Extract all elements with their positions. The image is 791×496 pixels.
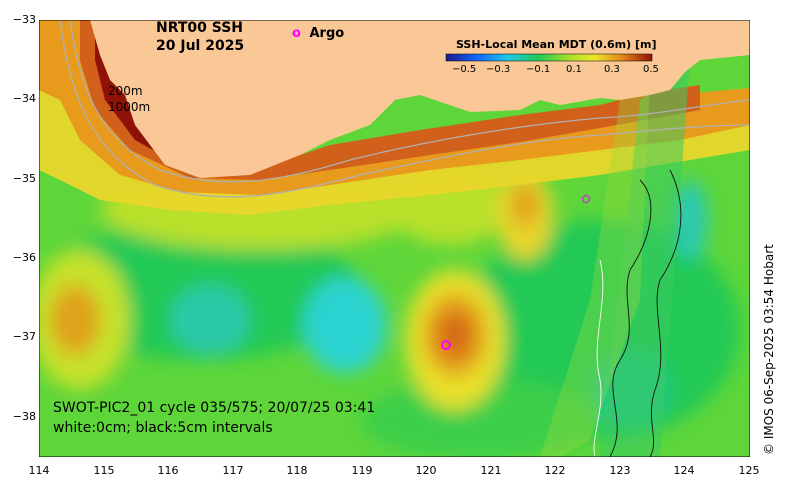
isobath-label-200m: 200m	[108, 84, 143, 98]
map-title-line1: NRT00 SSH	[156, 20, 244, 36]
y-tick-label: −37	[12, 330, 36, 343]
colorbar-tick: 0.1	[566, 64, 582, 75]
x-tick-label: 114	[28, 464, 50, 477]
map-title-line2: 20 Jul 2025	[156, 38, 245, 54]
colorbar-title: SSH-Local Mean MDT (0.6m) [m]	[456, 38, 657, 51]
y-tick-label: −33	[12, 13, 36, 26]
x-tick-label: 124	[673, 464, 695, 477]
argo-legend: o Argo	[292, 26, 344, 41]
argo-float-marker[interactable]	[441, 340, 451, 350]
ssh-field	[39, 20, 750, 457]
x-tick-label: 118	[286, 464, 308, 477]
x-tick-label: 122	[544, 464, 566, 477]
argo-float-marker[interactable]	[581, 194, 591, 204]
colorbar-tick: 0.5	[643, 64, 659, 75]
x-tick-label: 120	[415, 464, 437, 477]
x-tick-label: 119	[351, 464, 373, 477]
colorbar-tick: −0.1	[526, 64, 551, 75]
x-tick-label: 117	[222, 464, 244, 477]
isobath-label-1000m: 1000m	[108, 100, 151, 114]
swot-info-line1: SWOT-PIC2_01 cycle 035/575; 20/07/25 03:…	[53, 400, 376, 416]
x-tick-label: 123	[609, 464, 631, 477]
colorbar-tick: 0.3	[604, 64, 620, 75]
colorbar-tick-labels: −0.5 −0.3 −0.1 0.1 0.3 0.5	[446, 64, 659, 78]
y-tick-label: −35	[12, 172, 36, 185]
y-tick-label: −38	[12, 410, 36, 423]
argo-legend-symbol: o	[292, 26, 301, 41]
colorbar-tick: −0.3	[486, 64, 511, 75]
swot-info-line2: white:0cm; black:5cm intervals	[53, 420, 273, 436]
x-tick-label: 125	[738, 464, 760, 477]
x-tick-label: 116	[157, 464, 179, 477]
colorbar-tick: −0.5	[452, 64, 477, 75]
colorbar	[445, 53, 653, 62]
y-tick-label: −36	[12, 251, 36, 264]
x-tick-label: 115	[93, 464, 115, 477]
imos-credit: © IMOS 06-Sep-2025 03:54 Hobart	[762, 244, 776, 455]
x-tick-label: 121	[480, 464, 502, 477]
argo-legend-label: Argo	[309, 26, 345, 41]
y-tick-label: −34	[12, 92, 36, 105]
